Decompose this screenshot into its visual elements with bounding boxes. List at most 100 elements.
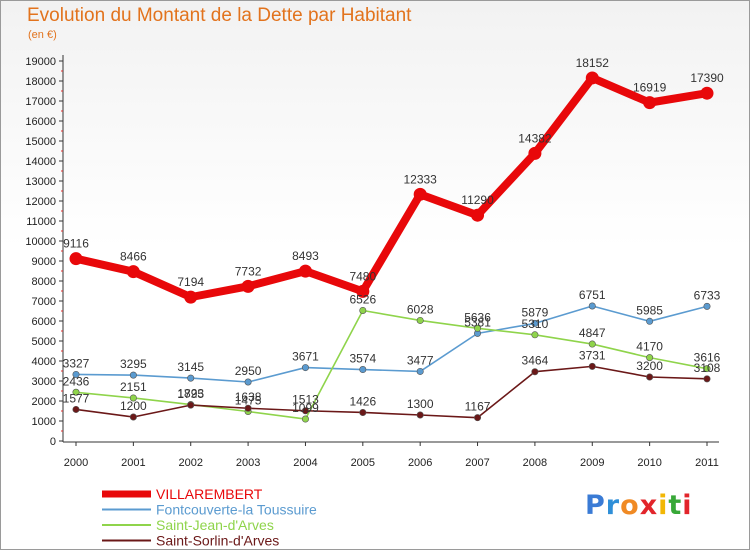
data-point <box>359 306 367 314</box>
legend-label: Fontcouverte-la Toussuire <box>156 502 317 518</box>
data-label: 18152 <box>576 56 610 70</box>
data-label: 1426 <box>349 394 376 408</box>
data-point <box>646 373 654 381</box>
data-label: 6751 <box>579 288 606 302</box>
logo-letter: r <box>605 490 621 521</box>
data-label: 5985 <box>636 303 663 317</box>
data-label: 2151 <box>120 380 147 394</box>
data-label: 11290 <box>461 193 494 207</box>
data-label: 3464 <box>522 354 549 368</box>
data-label: 3616 <box>694 351 721 365</box>
y-tick-label: 7000 <box>32 296 56 308</box>
x-tick-label: 2007 <box>465 457 489 469</box>
series-0 <box>69 71 714 304</box>
y-tick-label: 1000 <box>32 416 56 428</box>
x-tick-label: 2010 <box>637 457 661 469</box>
y-tick-label: 10000 <box>25 236 56 248</box>
data-point <box>241 279 255 293</box>
series-line <box>75 305 708 383</box>
data-label: 8466 <box>120 250 147 264</box>
data-point <box>528 146 542 160</box>
data-label: 2436 <box>63 374 90 388</box>
logo-letter: i <box>658 490 669 521</box>
data-point <box>474 324 482 332</box>
logo-letter: P <box>585 490 606 521</box>
x-tick-label: 2000 <box>64 457 88 469</box>
data-point <box>416 411 424 419</box>
data-point <box>187 374 195 382</box>
data-label: 1638 <box>235 390 262 404</box>
data-point <box>703 302 711 310</box>
data-label: 3327 <box>63 356 90 370</box>
y-tick-label: 14000 <box>25 156 56 168</box>
data-label: 2950 <box>235 364 262 378</box>
data-point <box>588 302 596 310</box>
series-3 <box>72 362 711 422</box>
data-label: 17390 <box>690 71 724 85</box>
y-tick-label: 16000 <box>25 116 56 128</box>
y-tick-label: 19000 <box>25 56 56 68</box>
data-point <box>298 264 312 278</box>
x-tick-label: 2008 <box>523 457 547 469</box>
data-label: 4170 <box>636 340 663 354</box>
x-tick-label: 2011 <box>695 457 719 469</box>
series-line <box>72 73 711 302</box>
series-1 <box>72 302 711 386</box>
data-label: 5879 <box>522 305 549 319</box>
y-tick-label: 4000 <box>32 356 56 368</box>
data-point <box>359 366 367 374</box>
x-tick-label: 2001 <box>121 457 145 469</box>
data-label: 8493 <box>292 249 319 263</box>
data-label: 6028 <box>407 302 434 316</box>
data-point <box>72 388 80 396</box>
data-label: 1300 <box>407 397 434 411</box>
data-labels-3: 1577 1200 1795 1638 1513 1426 1300 1167 3464 3731… <box>63 348 721 413</box>
data-point <box>126 265 140 279</box>
logo-letter: o <box>620 490 640 521</box>
y-tick-label: 5000 <box>32 336 56 348</box>
y-tick-label: 6000 <box>32 316 56 328</box>
y-tick-label: 15000 <box>25 136 56 148</box>
legend-label: VILLAREMBERT <box>156 486 263 502</box>
data-label: 1795 <box>177 387 204 401</box>
y-tick-label: 17000 <box>25 96 56 108</box>
data-point <box>413 187 427 201</box>
data-point <box>359 408 367 416</box>
y-tick-label: 3000 <box>32 376 56 388</box>
data-label: 1475 <box>235 394 262 408</box>
data-label: 7194 <box>177 275 204 289</box>
data-point <box>585 71 599 85</box>
data-point <box>301 415 309 423</box>
data-point <box>129 394 137 402</box>
x-tick-label: 2005 <box>351 457 375 469</box>
x-tick-label: 2003 <box>236 457 260 469</box>
data-label: 1513 <box>292 393 319 407</box>
data-point <box>700 86 714 100</box>
data-label: 12333 <box>403 172 437 186</box>
data-label: 1823 <box>177 387 204 401</box>
data-label: 3108 <box>694 361 721 375</box>
logo-letter: i <box>682 490 693 521</box>
data-label: 1577 <box>63 391 90 405</box>
series-line <box>75 309 708 420</box>
y-tick-label: 8000 <box>32 276 56 288</box>
data-point <box>129 371 137 379</box>
x-tick-label: 2002 <box>178 457 202 469</box>
data-point <box>588 340 596 348</box>
data-point <box>416 367 424 375</box>
y-tick-label: 13000 <box>25 176 56 188</box>
data-label: 5310 <box>522 317 549 331</box>
data-label: 3295 <box>120 357 147 371</box>
data-point <box>531 368 539 376</box>
data-point <box>474 414 482 422</box>
series-line <box>75 365 708 419</box>
unit-label: (en €) <box>28 29 57 41</box>
data-label: 3477 <box>407 353 434 367</box>
data-label: 3145 <box>177 360 204 374</box>
data-label: 5381 <box>464 315 491 329</box>
data-point <box>129 413 137 421</box>
data-label: 1167 <box>465 400 491 414</box>
data-label: 3200 <box>636 359 663 373</box>
